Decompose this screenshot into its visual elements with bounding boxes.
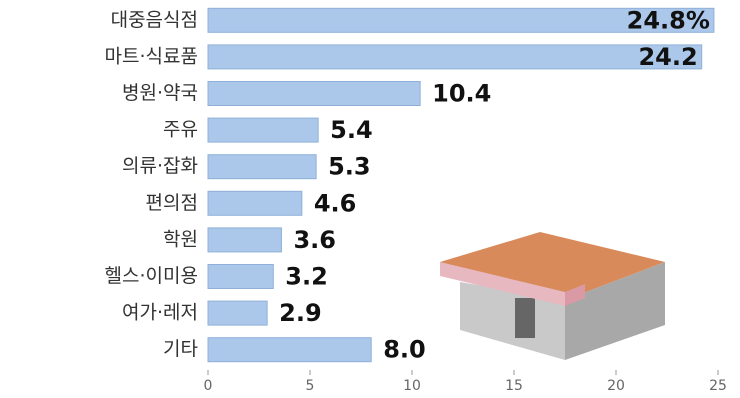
value-label: 24.8% bbox=[627, 6, 710, 34]
x-tick-label: 15 bbox=[505, 378, 523, 394]
x-tick-label: 25 bbox=[709, 378, 727, 394]
bar bbox=[207, 300, 268, 326]
value-label: 2.9 bbox=[279, 299, 322, 327]
category-label: 여가·레저 bbox=[122, 302, 198, 324]
category-label: 기타 bbox=[163, 338, 198, 360]
value-label: 5.3 bbox=[328, 153, 371, 181]
x-tick-label: 5 bbox=[306, 378, 315, 394]
bar bbox=[207, 7, 715, 33]
x-tick-label: 20 bbox=[607, 378, 625, 394]
category-label: 마트·식료품 bbox=[105, 45, 198, 67]
value-label: 4.6 bbox=[314, 189, 357, 217]
bar bbox=[207, 81, 421, 106]
value-label: 10.4 bbox=[432, 80, 491, 108]
category-label: 대중음식점 bbox=[111, 9, 198, 31]
bar bbox=[207, 190, 303, 216]
category-label: 의류·잡화 bbox=[122, 155, 198, 177]
value-label: 24.2 bbox=[638, 43, 697, 71]
x-tick-label: 10 bbox=[403, 378, 421, 394]
value-label: 5.4 bbox=[330, 116, 373, 144]
category-label: 헬스·이미용 bbox=[105, 265, 198, 287]
value-label: 8.0 bbox=[383, 336, 426, 364]
bar bbox=[207, 264, 274, 289]
bar bbox=[207, 337, 372, 363]
category-label: 편의점 bbox=[146, 192, 198, 214]
category-label: 주유 bbox=[163, 119, 198, 141]
value-label: 3.6 bbox=[293, 226, 336, 254]
category-label: 병원·약국 bbox=[122, 82, 198, 104]
x-tick-label: 0 bbox=[204, 378, 213, 394]
bar bbox=[207, 117, 319, 143]
bar bbox=[207, 44, 703, 70]
bar bbox=[207, 154, 317, 180]
bar bbox=[207, 227, 282, 253]
building-illustration bbox=[440, 232, 665, 360]
category-label: 학원 bbox=[163, 228, 198, 250]
plot: 0 5 10 15 20 25 대중음식점 24.8% 마트·식료품 24.2 병원·약국 10.4 주… bbox=[105, 6, 727, 394]
value-label: 3.2 bbox=[285, 263, 328, 291]
